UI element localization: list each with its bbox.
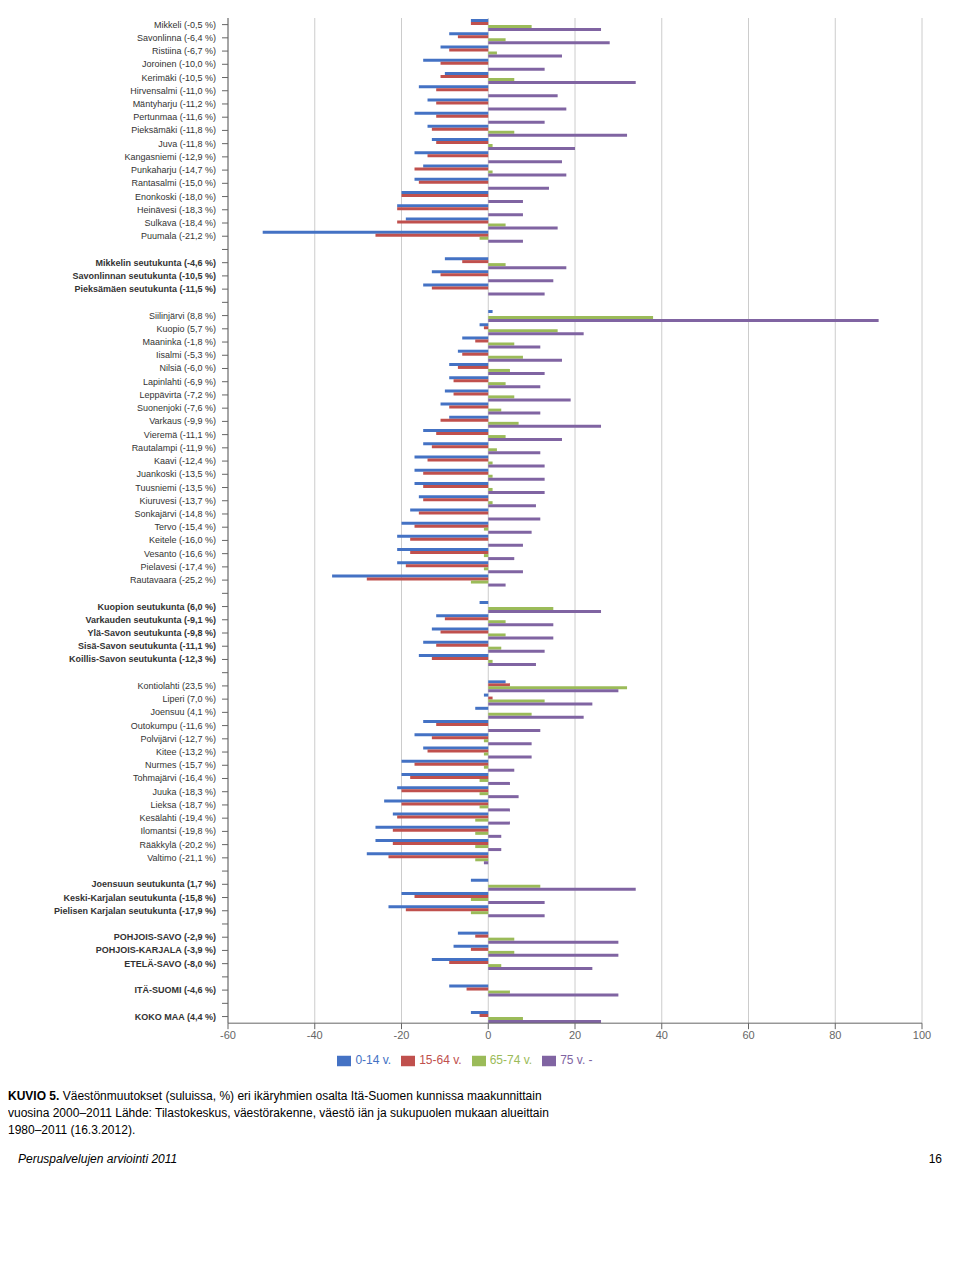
svg-text:Kitee (-13,2 %): Kitee (-13,2 %) xyxy=(156,747,216,757)
html-text:65-74 v.: 65-74 v. xyxy=(489,1053,533,1068)
svg-text:Ristiina (-6,7 %): Ristiina (-6,7 %) xyxy=(152,46,216,56)
svg-text:Keitele (-16,0 %): Keitele (-16,0 %) xyxy=(149,535,216,545)
svg-text:KOKO MAA (4,4 %): KOKO MAA (4,4 %) xyxy=(135,1012,216,1022)
svg-text:Tohmajärvi (-16,4 %): Tohmajärvi (-16,4 %) xyxy=(133,773,216,783)
html-text:Peruspalvelujen arviointi 2011: Peruspalvelujen arviointi 2011 xyxy=(18,1152,178,1167)
html-text:75 v. -: 75 v. - xyxy=(560,1053,593,1068)
svg-text:-20: -20 xyxy=(394,1029,410,1041)
svg-text:100: 100 xyxy=(913,1029,931,1041)
svg-text:Lapinlahti (-6,9 %): Lapinlahti (-6,9 %) xyxy=(143,377,216,387)
svg-text:Vieremä (-11,1 %): Vieremä (-11,1 %) xyxy=(144,430,216,440)
svg-text:Kuopio (5,7 %): Kuopio (5,7 %) xyxy=(156,324,216,334)
svg-text:Ilomantsi (-19,8 %): Ilomantsi (-19,8 %) xyxy=(140,826,216,836)
svg-text:Juuka (-18,3 %): Juuka (-18,3 %) xyxy=(152,787,216,797)
svg-text:Kontiolahti (23,5 %): Kontiolahti (23,5 %) xyxy=(137,681,216,691)
svg-text:Maaninka (-1,8 %): Maaninka (-1,8 %) xyxy=(142,337,216,347)
svg-text:Nurmes (-15,7 %): Nurmes (-15,7 %) xyxy=(145,760,216,770)
svg-text:POHJOIS-KARJALA (-3,9 %): POHJOIS-KARJALA (-3,9 %) xyxy=(96,945,216,955)
svg-text:Keski-Karjalan seutukunta (-15: Keski-Karjalan seutukunta (-15,8 %) xyxy=(63,893,216,903)
html-text:16: 16 xyxy=(928,1152,942,1167)
svg-text:Pielavesi (-17,4 %): Pielavesi (-17,4 %) xyxy=(140,562,216,572)
svg-text:Kaavi (-12,4 %): Kaavi (-12,4 %) xyxy=(154,456,216,466)
svg-text:POHJOIS-SAVO (-2,9 %): POHJOIS-SAVO (-2,9 %) xyxy=(114,932,216,942)
svg-text:Joensuu (4,1 %): Joensuu (4,1 %) xyxy=(150,707,216,717)
svg-text:Rääkkylä (-20,2 %): Rääkkylä (-20,2 %) xyxy=(139,840,216,850)
svg-text:Kangasniemi (-12,9 %): Kangasniemi (-12,9 %) xyxy=(124,152,216,162)
svg-text:Juva (-11,8 %): Juva (-11,8 %) xyxy=(158,139,216,149)
svg-text:Kiuruvesi (-13,7 %): Kiuruvesi (-13,7 %) xyxy=(139,496,216,506)
svg-text:Kesälahti (-19,4 %): Kesälahti (-19,4 %) xyxy=(139,813,216,823)
svg-text:Enonkoski (-18,0 %): Enonkoski (-18,0 %) xyxy=(135,192,216,202)
svg-text:Pieksämäen seutukunta (-11,5 %: Pieksämäen seutukunta (-11,5 %) xyxy=(74,284,216,294)
svg-text:-60: -60 xyxy=(220,1029,236,1041)
svg-text:Hirvensalmi (-11,0 %): Hirvensalmi (-11,0 %) xyxy=(130,86,216,96)
svg-text:Savonlinna (-6,4 %): Savonlinna (-6,4 %) xyxy=(137,33,216,43)
svg-text:Mikkelin seutukunta (-4,6 %): Mikkelin seutukunta (-4,6 %) xyxy=(95,258,216,268)
svg-text:Sulkava (-18,4 %): Sulkava (-18,4 %) xyxy=(144,218,216,228)
svg-text:40: 40 xyxy=(656,1029,668,1041)
svg-text:Tervo (-15,4 %): Tervo (-15,4 %) xyxy=(154,522,216,532)
svg-text:Pieksämäki (-11,8 %): Pieksämäki (-11,8 %) xyxy=(131,125,216,135)
svg-text:Rautavaara (-25,2 %): Rautavaara (-25,2 %) xyxy=(130,575,216,585)
svg-text:Siilinjärvi (8,8 %): Siilinjärvi (8,8 %) xyxy=(149,311,216,321)
html-text:15-64 v.: 15-64 v. xyxy=(419,1053,462,1068)
svg-text:20: 20 xyxy=(569,1029,581,1041)
svg-text:Kerimäki (-10,5 %): Kerimäki (-10,5 %) xyxy=(141,73,216,83)
svg-text:Heinävesi (-18,3 %): Heinävesi (-18,3 %) xyxy=(137,205,216,215)
svg-text:Varkaus (-9,9 %): Varkaus (-9,9 %) xyxy=(149,416,216,426)
svg-text:Savonlinnan seutukunta (-10,5: Savonlinnan seutukunta (-10,5 %) xyxy=(72,271,216,281)
svg-text:Liperi (7,0 %): Liperi (7,0 %) xyxy=(162,694,216,704)
svg-text:0: 0 xyxy=(485,1029,491,1041)
svg-text:Sisä-Savon seutukunta (-11,1 %: Sisä-Savon seutukunta (-11,1 %) xyxy=(78,641,216,651)
svg-text:Joensuun seutukunta (1,7 %): Joensuun seutukunta (1,7 %) xyxy=(91,879,216,889)
svg-text:Valtimo (-21,1 %): Valtimo (-21,1 %) xyxy=(147,853,216,863)
svg-text:Polvijärvi (-12,7 %): Polvijärvi (-12,7 %) xyxy=(140,734,216,744)
svg-text:Mikkeli (-0,5 %): Mikkeli (-0,5 %) xyxy=(154,20,216,30)
svg-text:Vesanto (-16,6 %): Vesanto (-16,6 %) xyxy=(144,549,216,559)
svg-text:Ylä-Savon seutukunta (-9,8 %): Ylä-Savon seutukunta (-9,8 %) xyxy=(87,628,216,638)
svg-text:Juankoski (-13,5 %): Juankoski (-13,5 %) xyxy=(136,469,216,479)
svg-text:Koillis-Savon seutukunta (-12,: Koillis-Savon seutukunta (-12,3 %) xyxy=(69,654,216,664)
svg-text:Kuopion seutukunta (6,0 %): Kuopion seutukunta (6,0 %) xyxy=(97,602,216,612)
svg-text:Mäntyharju (-11,2 %): Mäntyharju (-11,2 %) xyxy=(133,99,216,109)
svg-text:60: 60 xyxy=(742,1029,754,1041)
svg-text:Lieksa (-18,7 %): Lieksa (-18,7 %) xyxy=(150,800,216,810)
svg-text:Pertunmaa (-11,6 %): Pertunmaa (-11,6 %) xyxy=(133,112,216,122)
html-text:KUVIO 5. Väestönmuutokset (sul: KUVIO 5. Väestönmuutokset (suluissa, %) … xyxy=(8,1089,549,1137)
html-text:0-14 v.: 0-14 v. xyxy=(355,1053,392,1068)
svg-text:Varkauden seutukunta (-9,1 %): Varkauden seutukunta (-9,1 %) xyxy=(85,615,216,625)
svg-text:ETELÄ-SAVO (-8,0 %): ETELÄ-SAVO (-8,0 %) xyxy=(124,959,216,969)
svg-text:-40: -40 xyxy=(307,1029,323,1041)
svg-text:Sonkajärvi (-14,8 %): Sonkajärvi (-14,8 %) xyxy=(134,509,216,519)
svg-text:Joroinen (-10,0 %): Joroinen (-10,0 %) xyxy=(142,59,216,69)
svg-text:Iisalmi (-5,3 %): Iisalmi (-5,3 %) xyxy=(156,350,216,360)
svg-text:Puumala (-21,2 %): Puumala (-21,2 %) xyxy=(141,231,216,241)
svg-text:Tuusniemi (-13,5 %): Tuusniemi (-13,5 %) xyxy=(135,483,216,493)
svg-text:Outokumpu (-11,6 %): Outokumpu (-11,6 %) xyxy=(131,721,216,731)
svg-text:ITÄ-SUOMI (-4,6 %): ITÄ-SUOMI (-4,6 %) xyxy=(134,985,216,995)
svg-text:80: 80 xyxy=(829,1029,841,1041)
svg-text:Rantasalmi (-15,0 %): Rantasalmi (-15,0 %) xyxy=(131,178,216,188)
svg-text:Nilsiä (-6,0 %): Nilsiä (-6,0 %) xyxy=(159,363,216,373)
svg-text:Leppävirta (-7,2 %): Leppävirta (-7,2 %) xyxy=(139,390,216,400)
svg-text:Rautalampi (-11,9 %): Rautalampi (-11,9 %) xyxy=(132,443,216,453)
svg-text:Pielisen Karjalan seutukunta (: Pielisen Karjalan seutukunta (-17,9 %) xyxy=(54,906,216,916)
svg-text:Suonenjoki (-7,6 %): Suonenjoki (-7,6 %) xyxy=(137,403,216,413)
svg-text:Punkaharju (-14,7 %): Punkaharju (-14,7 %) xyxy=(131,165,216,175)
